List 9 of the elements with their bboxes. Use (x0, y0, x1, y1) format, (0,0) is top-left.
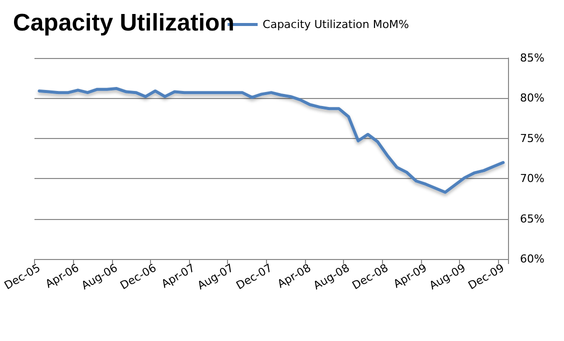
line-series (38, 87, 505, 194)
y-tick-label: 80% (520, 92, 544, 105)
y-tick-label: 85% (520, 52, 544, 64)
chart-title: Capacity Utilization (13, 10, 234, 36)
y-tick-label: 65% (520, 212, 544, 226)
legend-label: Capacity Utilization MoM% (262, 18, 410, 31)
y-tick-label: 60% (520, 252, 544, 266)
y-tick-label: 75% (520, 132, 544, 145)
y-tick-label: 70% (520, 172, 544, 186)
